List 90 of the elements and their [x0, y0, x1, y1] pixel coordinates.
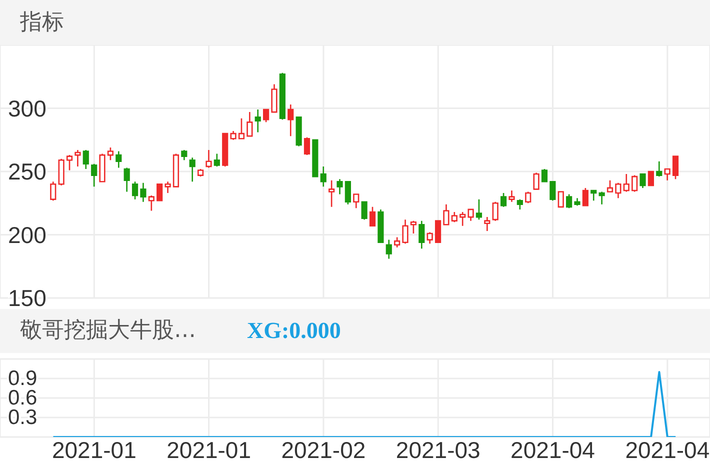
chart-title: 指标: [20, 10, 64, 35]
candlestick: [336, 178, 343, 195]
candlestick: [541, 168, 548, 182]
y-tick-label: 300: [8, 95, 46, 122]
candlestick: [672, 156, 679, 180]
candlestick: [254, 108, 261, 133]
candlestick: [172, 153, 180, 188]
candlestick: [484, 216, 490, 232]
candlestick: [156, 184, 163, 202]
candlestick: [664, 168, 670, 182]
candlestick: [434, 220, 442, 243]
candlestick: [386, 239, 392, 260]
candlestick: [574, 197, 580, 206]
x-tick-label: 2021-01: [52, 437, 136, 463]
candlestick: [533, 172, 540, 190]
candlestick: [582, 187, 588, 206]
candlestick: [550, 180, 556, 202]
candlestick: [648, 170, 654, 186]
candlestick: [451, 211, 458, 223]
candlestick: [468, 208, 474, 222]
candlestick: [476, 198, 482, 220]
candlestick: [606, 180, 614, 192]
candlestick: [500, 192, 507, 208]
candlestick: [508, 190, 515, 203]
text: XG:0.000: [247, 317, 341, 345]
candlestick: [378, 208, 384, 243]
candlestick: [615, 182, 622, 199]
candlestick: [214, 153, 220, 168]
candlestick: [246, 111, 253, 137]
candlestick: [197, 168, 204, 178]
candlestick: [271, 84, 278, 113]
candlestick: [312, 139, 318, 178]
candlestick: [50, 180, 56, 202]
candlestick: [516, 198, 523, 210]
candlestick: [91, 163, 98, 188]
y-tick-label: 150: [8, 285, 46, 311]
y-tick-label: 200: [8, 222, 46, 248]
candlestick: [328, 180, 335, 208]
candlestick: [74, 149, 81, 168]
candlestick: [394, 236, 400, 248]
candlestick: [402, 218, 408, 244]
candlestick: [58, 158, 64, 186]
candlestick: [320, 166, 326, 188]
candlestick: [148, 194, 154, 212]
candlestick: [656, 160, 662, 178]
candlestick: [640, 173, 646, 189]
candlestick: [230, 130, 236, 141]
candlestick: [369, 206, 376, 227]
candlestick: [206, 149, 212, 168]
candlestick: [304, 136, 310, 156]
candlestick: [238, 118, 245, 140]
candlestick: [353, 194, 360, 209]
x-tick-label: 2021-01: [166, 437, 252, 463]
candlestick: [460, 211, 466, 227]
candlestick: [344, 180, 351, 206]
candlestick: [361, 201, 368, 220]
chart-title: 敬哥挖掘大牛股…: [20, 318, 196, 343]
candlestick: [181, 149, 188, 161]
candlestick: [288, 104, 294, 137]
candlestick: [124, 167, 130, 192]
candlestick: [116, 150, 122, 168]
candlestick: [598, 191, 605, 206]
candlestick: [99, 153, 106, 182]
y-tick-label: 250: [8, 158, 46, 184]
candlestick: [426, 232, 433, 244]
x-tick-label: 2021-04: [625, 437, 710, 463]
candlestick: [566, 194, 572, 209]
candlestick: [140, 182, 146, 203]
candlestick: [66, 154, 73, 171]
candlestick: [189, 156, 196, 182]
candlestick: [632, 174, 638, 192]
candlestick: [296, 116, 302, 147]
candlestick: [222, 132, 228, 168]
candlestick: [525, 191, 532, 204]
candlestick: [263, 108, 270, 123]
candlestick: [623, 173, 630, 192]
candlestick: [164, 180, 171, 194]
x-tick-label: 2021-02: [281, 437, 366, 463]
candlestick: [418, 220, 425, 250]
candlestick: [492, 201, 498, 222]
candlestick: [443, 204, 450, 226]
x-tick-label: 2021-03: [396, 437, 480, 463]
x-tick-label: 2021-04: [510, 437, 596, 463]
candlestick: [132, 180, 138, 200]
candlestick: [558, 191, 564, 208]
candlestick: [590, 190, 597, 202]
candlestick: [82, 149, 89, 170]
candlestick: [410, 220, 417, 234]
candlestick: [107, 146, 114, 161]
candlestick: [279, 72, 286, 120]
